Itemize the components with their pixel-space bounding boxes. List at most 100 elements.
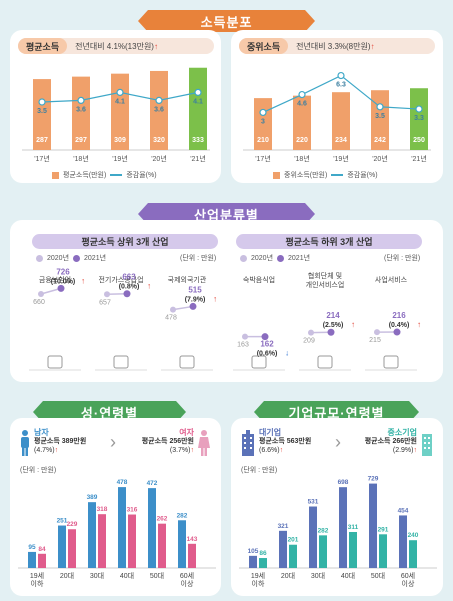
rate-label: (0.6%): [257, 351, 278, 358]
rate-label: 3.6: [154, 106, 164, 113]
rate-point: [376, 103, 384, 111]
male-icon: [20, 430, 30, 456]
industry-icon: [383, 355, 399, 369]
x-tick-label: '18년: [294, 154, 310, 163]
company-unit: (단위 : 만원): [241, 467, 278, 474]
large-company-rate-row: (6.6%)↑: [259, 446, 311, 455]
female-summary: 여자 평균소득 256만원 (3.7%)↑: [128, 428, 194, 455]
rate-label: (10.0%): [51, 278, 76, 285]
up-arrow-icon: ↑: [54, 447, 59, 454]
industry-icon: [317, 355, 333, 369]
bar-series-1: [369, 483, 377, 568]
median-income-note: 전년대비 3.3%(8만원)↑: [288, 41, 374, 52]
bar-value-label: 234: [335, 137, 347, 144]
industry-legend: 2020년 2021년: [36, 253, 106, 263]
value-label-series-1: 698: [338, 479, 349, 486]
bar-series-2: [98, 514, 106, 568]
x-tick-label: '21년: [190, 154, 206, 163]
x-tick-label: '19년: [112, 154, 128, 163]
bar-value-label: 320: [153, 137, 165, 144]
avg-income-note: 전년대비 4.1%(13만원)↑: [67, 41, 158, 52]
rate-label: 3: [261, 118, 265, 125]
industry-name: 숙박음식업: [243, 275, 275, 284]
value-label-series-1: 282: [177, 512, 188, 519]
building-small-icon: [421, 432, 433, 456]
gender-panel: 남자 평균소득 389만원 (4.7%)↑ › 여자 평균소득 256만원 (3…: [10, 418, 221, 596]
bar-series-1: [249, 555, 257, 568]
chevron-right-icon: ›: [335, 432, 341, 452]
bar: [371, 90, 389, 150]
median-income-legend: 중위소득(만원) 증감율(%): [273, 170, 378, 180]
rate-label: 6.3: [336, 82, 346, 89]
bar-series-2: [128, 514, 136, 568]
value-label-series-1: 251: [57, 518, 68, 525]
bar-series-1: [399, 515, 407, 568]
value-label-series-2: 143: [187, 536, 198, 543]
large-company-text: 평균소득 563만원: [259, 438, 312, 445]
rate-label: 3.5: [37, 108, 47, 115]
rate-label: 4.1: [115, 98, 125, 105]
bar-series-1: [148, 488, 156, 568]
avg-income-chart: 287 '17년 297 '18년 309 '19년 320 '20년 333 '21년 3.5 3.…: [22, 67, 210, 163]
x-tick-label: 60세: [180, 571, 194, 580]
section-title: 성·연령별: [80, 405, 139, 421]
x-tick-label: 50대: [150, 572, 164, 580]
down-arrow-icon: ↓: [285, 349, 289, 358]
x-tick-label: 20대: [60, 572, 74, 580]
female-label: 여자: [179, 428, 194, 437]
rate-point: [194, 88, 202, 97]
x-tick-label: '20년: [151, 154, 167, 163]
bar: [293, 95, 311, 150]
rate-label: (0.8%): [119, 284, 140, 291]
x-tick-label: 19세: [251, 571, 265, 580]
value-label-series-1: 454: [398, 507, 409, 514]
value-label-series-1: 389: [87, 494, 98, 501]
bar: [410, 88, 428, 150]
rate-label: 4.1: [193, 98, 203, 105]
industry-name: 전기가스공급업: [98, 275, 143, 284]
bar-value-label: 333: [192, 137, 204, 144]
rate-label: 3.6: [76, 106, 86, 113]
x-tick-label: 이상: [181, 579, 194, 588]
bar-value-label: 297: [75, 137, 87, 144]
male-text: 평균소득 389만원: [34, 438, 87, 445]
up-arrow-icon: ↑: [279, 447, 284, 454]
point-2021: [57, 284, 65, 292]
median-income-tag: 중위소득: [239, 38, 289, 54]
bar-series-1: [88, 502, 96, 568]
legend-bar-swatch: [273, 171, 280, 179]
industry-unit-left: (단위 : 만원): [180, 255, 217, 262]
bar-series-1: [178, 520, 186, 568]
value-label-series-2: 240: [408, 532, 419, 539]
female-rate-row: (3.7%)↑: [128, 446, 194, 455]
value-label-series-2: 262: [157, 516, 168, 523]
up-arrow-icon: ↑: [370, 41, 375, 51]
rate-point: [415, 105, 423, 113]
median-income-chart: 210 '17년 220 '18년 234 '19년 242 '20년 250 '21년 3 4.6 6…: [243, 71, 431, 163]
rate-point: [38, 98, 46, 106]
industry-icon: [251, 355, 267, 369]
bar-series-2: [38, 553, 46, 568]
value-2020: 660: [33, 299, 45, 306]
value-2020: 209: [303, 338, 315, 345]
bar-series-2: [349, 531, 357, 568]
section-banner-industry: 산업분류별: [138, 203, 315, 225]
up-arrow-icon: ↑: [351, 320, 355, 329]
legend-line-label: 증감율(%): [347, 172, 378, 179]
industry-top-title-text: 평균소득 상위 3개 산업: [81, 237, 169, 247]
legend-line-swatch: [331, 174, 344, 176]
bar: [150, 70, 168, 150]
section-title: 소득분포: [200, 14, 253, 30]
point-2020: [104, 291, 110, 298]
legend-line-label: 증감율(%): [126, 172, 157, 179]
value-label-series-2: 291: [378, 526, 389, 533]
male-rate: (4.7%): [34, 447, 55, 454]
x-tick-label: '18년: [73, 154, 89, 163]
value-label-series-1: 531: [308, 499, 319, 506]
small-company-text: 평균소득 266만원: [364, 438, 417, 445]
median-income-pill: 중위소득 전년대비 3.3%(8만원)↑: [239, 38, 435, 54]
industry-icon: [179, 355, 195, 369]
x-tick-label: '21년: [411, 154, 427, 163]
